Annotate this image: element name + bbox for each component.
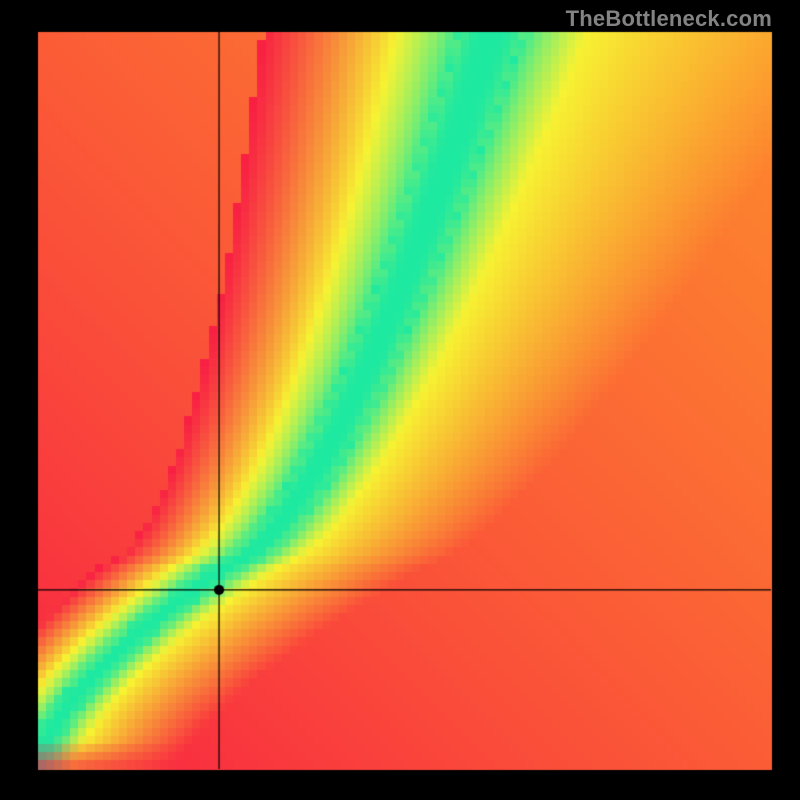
bottleneck-heatmap	[0, 0, 800, 800]
watermark-text: TheBottleneck.com	[566, 6, 772, 32]
chart-container: TheBottleneck.com	[0, 0, 800, 800]
